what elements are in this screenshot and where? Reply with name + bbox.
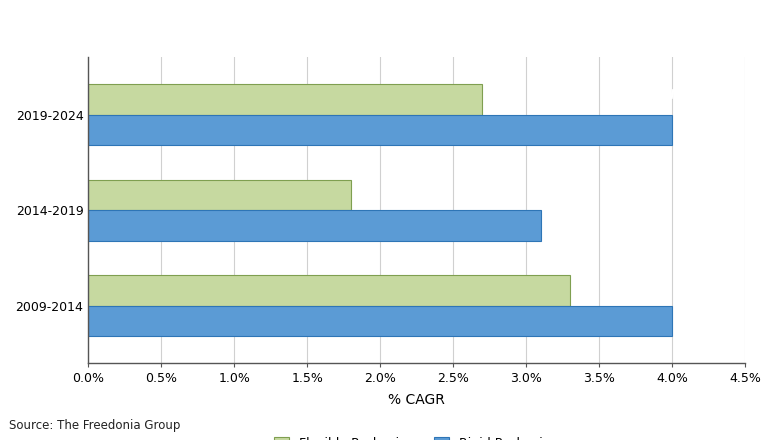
Bar — [88, 180, 351, 210]
Bar — [88, 210, 541, 241]
Text: Figure 3-2 | Growth Comparison: Rigid vs. Flexible Fresh Vegetable & Salad Packa: Figure 3-2 | Growth Comparison: Rigid vs… — [9, 12, 768, 25]
X-axis label: % CAGR: % CAGR — [388, 393, 445, 407]
Bar — [88, 84, 482, 114]
Bar — [88, 114, 672, 145]
Bar — [88, 306, 672, 336]
Text: Source: The Freedonia Group: Source: The Freedonia Group — [9, 419, 180, 432]
Text: Freedonia: Freedonia — [634, 89, 707, 102]
Bar — [88, 275, 570, 306]
Legend: Flexible Packaging, Rigid Packaging: Flexible Packaging, Rigid Packaging — [274, 436, 559, 440]
